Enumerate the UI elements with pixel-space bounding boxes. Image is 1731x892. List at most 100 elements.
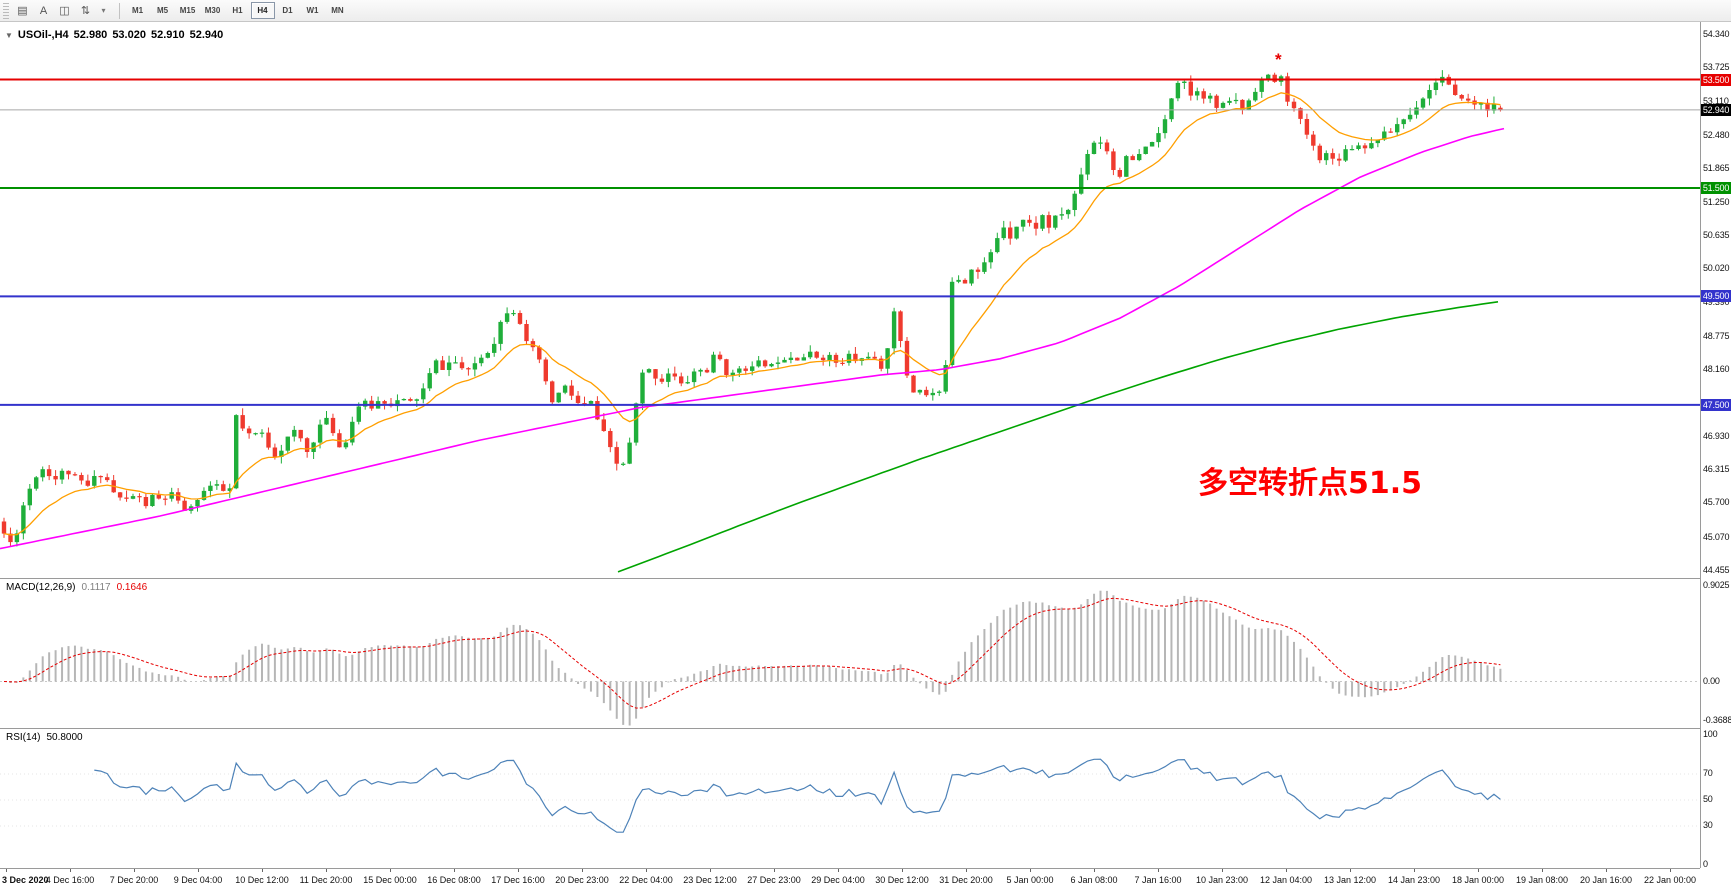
toolbar-grip[interactable] [3, 2, 9, 19]
time-axis-label: 11 Dec 20:00 [299, 875, 353, 885]
price-scale[interactable]: 54.340 53.725 53.110 52.480 51.865 51.250 50.6… [1700, 22, 1731, 869]
time-axis-label: 9 Dec 04:00 [173, 875, 223, 885]
time-axis-label: 31 Dec 20:00 [939, 875, 993, 885]
price-scale-label: 54.340 [1703, 29, 1730, 39]
price-scale-label: 50.020 [1703, 263, 1730, 273]
time-axis-tick [1222, 869, 1223, 872]
time-axis-tick [582, 869, 583, 872]
time-axis-tick [390, 869, 391, 872]
timeframe-button-w1[interactable]: W1 [306, 6, 319, 15]
time-axis-label: 27 Dec 23:00 [747, 875, 801, 885]
time-axis-label: 4 Dec 16:00 [45, 875, 95, 885]
macd-histogram [9, 590, 1502, 726]
time-axis-label: 12 Jan 04:00 [1259, 875, 1313, 885]
macd-name: MACD(12,26,9) [6, 582, 76, 593]
toolbar-icons: ▤ A ◫ ⇅ ▾ [12, 2, 114, 20]
price-scale-label: 46.315 [1703, 464, 1730, 474]
time-axis-label: 13 Jan 12:00 [1323, 875, 1377, 885]
timeframe-button-h4[interactable]: H4 [250, 2, 275, 19]
time-axis-tick [326, 869, 327, 872]
time-axis-tick [902, 869, 903, 872]
price-scale-label: 46.930 [1703, 431, 1730, 441]
time-axis-tick [1350, 869, 1351, 872]
time-axis-tick [710, 869, 711, 872]
timeframe-button-h1[interactable]: H1 [232, 6, 243, 15]
time-axis-label: 10 Dec 12:00 [235, 875, 289, 885]
time-axis-tick [1286, 869, 1287, 872]
time-axis-tick [1670, 869, 1671, 872]
time-axis-tick [966, 869, 967, 872]
time-axis-label: 7 Jan 16:00 [1134, 875, 1182, 885]
macd-canvas[interactable] [0, 579, 1700, 728]
main-chart-panel[interactable]: ▼ USOil-,H4 52.980 53.020 52.910 52.940 * 多空转… [0, 22, 1700, 578]
rsi-value: 50.8000 [46, 732, 83, 743]
time-axis-label: 22 Dec 04:00 [619, 875, 673, 885]
ohlc-low: 52.910 [150, 29, 185, 41]
text-box-icon[interactable]: ◫ [59, 5, 70, 17]
chart-grid-icon[interactable]: ▤ [17, 5, 28, 17]
time-axis-tick [70, 869, 71, 872]
timeframe-button-mn[interactable]: MN [331, 6, 344, 15]
time-axis-label: 29 Dec 04:00 [811, 875, 865, 885]
price-scale-label: 52.480 [1703, 130, 1730, 140]
time-axis-label: 17 Dec 16:00 [491, 875, 545, 885]
toolbar: ▤ A ◫ ⇅ ▾ M1 M5 M15 M30 H1 H4 D1 W1 MN [0, 0, 1731, 22]
price-badge-51.500: 51.500 [1701, 182, 1731, 194]
time-axis-label: 20 Dec 23:00 [555, 875, 609, 885]
dropdown-caret-icon[interactable]: ▾ [101, 6, 106, 15]
time-axis-label: 16 Dec 08:00 [427, 875, 481, 885]
rsi-name: RSI(14) [6, 732, 41, 743]
price-scale-label: 45.700 [1703, 497, 1730, 507]
rsi-scale-label: 100 [1703, 729, 1718, 739]
price-scale-label: 50.635 [1703, 230, 1730, 240]
time-axis-tick [838, 869, 839, 872]
timeframe-button-m30[interactable]: M30 [204, 6, 221, 15]
time-axis-tick [518, 869, 519, 872]
indicators-icon[interactable]: ⇅ [80, 5, 91, 17]
timeframe-button-m5[interactable]: M5 [156, 6, 169, 15]
rsi-scale-label: 50 [1703, 794, 1713, 804]
price-scale-label: 44.455 [1703, 565, 1730, 575]
time-axis-tick [6, 869, 7, 872]
price-scale-label: 51.250 [1703, 197, 1730, 207]
time-axis-label: 23 Dec 12:00 [683, 875, 737, 885]
time-axis[interactable]: 3 Dec 2020 4 Dec 16:00 7 Dec 20:00 9 Dec 04… [0, 868, 1700, 892]
symbol-name: USOil-,H4 [17, 29, 69, 41]
star-marker: * [1275, 50, 1282, 69]
price-scale-label: 49.390 [1703, 297, 1730, 307]
timeframe-button-m15[interactable]: M15 [179, 6, 196, 15]
timeframe-button-d1[interactable]: D1 [282, 6, 293, 15]
toolbar-separator [119, 2, 120, 19]
current-price-badge: 52.940 [1701, 104, 1731, 116]
macd-scale-label: 0.00 [1703, 675, 1720, 686]
price-badge-47.500: 47.500 [1701, 399, 1731, 411]
macd-signal-line [3, 597, 1501, 709]
macd-label: MACD(12,26,9) 0.1117 0.1646 [6, 582, 153, 593]
symbol-ohlc-label: ▼ USOil-,H4 52.980 53.020 52.910 52.940 [5, 29, 228, 41]
time-axis-label: 18 Jan 00:00 [1451, 875, 1505, 885]
time-axis-tick [198, 869, 199, 872]
macd-panel[interactable]: MACD(12,26,9) 0.1117 0.1646 [0, 578, 1700, 728]
rsi-scale-label: 0 [1703, 859, 1708, 869]
timeframe-group: M1 M5 M15 M30 H1 H4 D1 W1 MN [125, 2, 350, 19]
time-axis-tick [1094, 869, 1095, 872]
ma-mid-magenta [0, 127, 1505, 550]
macd-scale-label: -0.3688 [1703, 715, 1731, 725]
ma-fast-orange [3, 92, 1501, 536]
candlesticks [1, 70, 1503, 547]
time-axis-tick [1606, 869, 1607, 872]
symbol-dropdown-icon[interactable]: ▼ [5, 31, 13, 40]
rsi-canvas[interactable] [0, 729, 1700, 868]
price-badge-53.500: 53.500 [1701, 74, 1731, 86]
rsi-panel[interactable]: RSI(14) 50.8000 [0, 728, 1700, 868]
cursor-icon[interactable]: A [39, 4, 48, 17]
main-chart-canvas[interactable] [0, 22, 1700, 578]
time-axis-tick [1542, 869, 1543, 872]
time-axis-label: 19 Jan 08:00 [1515, 875, 1569, 885]
ohlc-high: 53.020 [112, 29, 146, 41]
time-axis-label: 22 Jan 00:00 [1643, 875, 1697, 885]
time-axis-tick [262, 869, 263, 872]
timeframe-button-m1[interactable]: M1 [131, 6, 144, 15]
price-badge-49.500: 49.500 [1701, 290, 1731, 302]
macd-main-value: 0.1117 [81, 582, 111, 593]
